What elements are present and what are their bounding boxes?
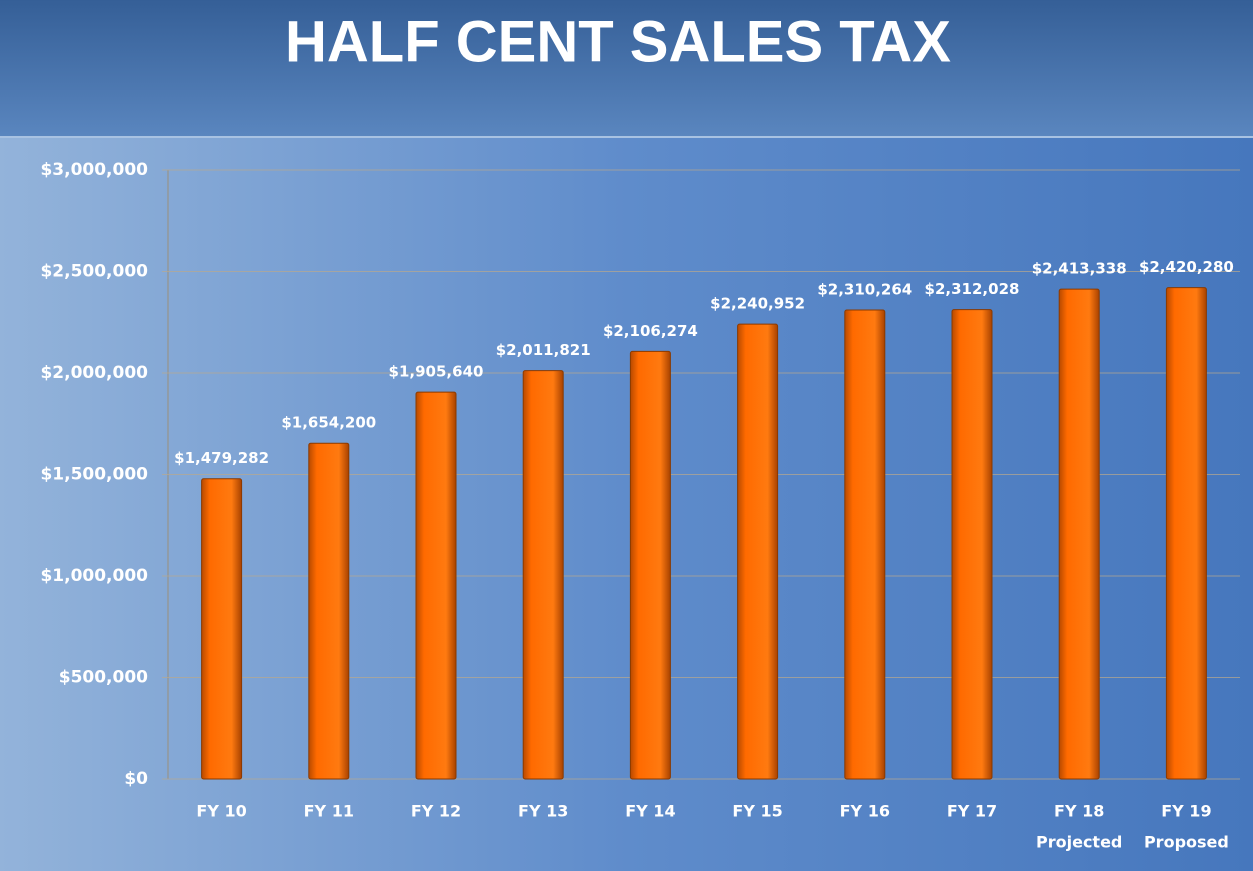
bar <box>523 371 563 779</box>
value-label: $2,310,264 <box>817 281 912 299</box>
bar <box>1059 289 1099 779</box>
bar <box>416 392 456 779</box>
x-tick-label: FY 17 <box>947 802 997 821</box>
y-tick-label: $3,000,000 <box>40 160 148 180</box>
chart: HALF CENT SALES TAX $0 $500,000 $1,000,000… <box>0 0 1253 871</box>
x-tick-label: FY 15 <box>732 802 782 821</box>
x-tick-label: FY 13 <box>518 802 568 821</box>
x-tick-label: FY 12 <box>411 802 461 821</box>
x-tick-label: FY 10 <box>196 802 246 821</box>
bar <box>630 351 670 779</box>
value-label: $2,312,028 <box>925 280 1020 298</box>
value-label: $2,011,821 <box>496 341 591 359</box>
bar <box>202 479 242 779</box>
value-label: $2,240,952 <box>710 295 805 313</box>
x-tick-label: FY 18 <box>1054 802 1104 821</box>
x-tick-sublabel: Proposed <box>1144 833 1229 852</box>
y-tick-label: $1,000,000 <box>40 566 148 586</box>
bar <box>738 324 778 779</box>
value-label: $2,413,338 <box>1032 260 1127 278</box>
bar <box>1166 288 1206 779</box>
bar <box>845 310 885 779</box>
x-tick-label: FY 11 <box>304 802 354 821</box>
x-tick-label: FY 19 <box>1161 802 1211 821</box>
bar <box>309 443 349 779</box>
chart-title: HALF CENT SALES TAX <box>285 9 951 74</box>
value-label: $2,420,280 <box>1139 258 1234 276</box>
x-tick-label: FY 14 <box>625 802 675 821</box>
x-tick-label: FY 16 <box>840 802 890 821</box>
y-tick-label: $1,500,000 <box>40 465 148 485</box>
value-label: $2,106,274 <box>603 322 698 340</box>
bar <box>952 310 992 779</box>
value-label: $1,905,640 <box>389 363 484 381</box>
y-tick-label: $2,500,000 <box>40 262 148 282</box>
value-label: $1,479,282 <box>174 449 269 467</box>
x-tick-sublabel: Projected <box>1036 833 1122 852</box>
value-label: $1,654,200 <box>281 414 376 432</box>
y-tick-label: $500,000 <box>59 668 148 688</box>
y-tick-label: $2,000,000 <box>40 363 148 383</box>
y-tick-label: $0 <box>124 769 148 789</box>
